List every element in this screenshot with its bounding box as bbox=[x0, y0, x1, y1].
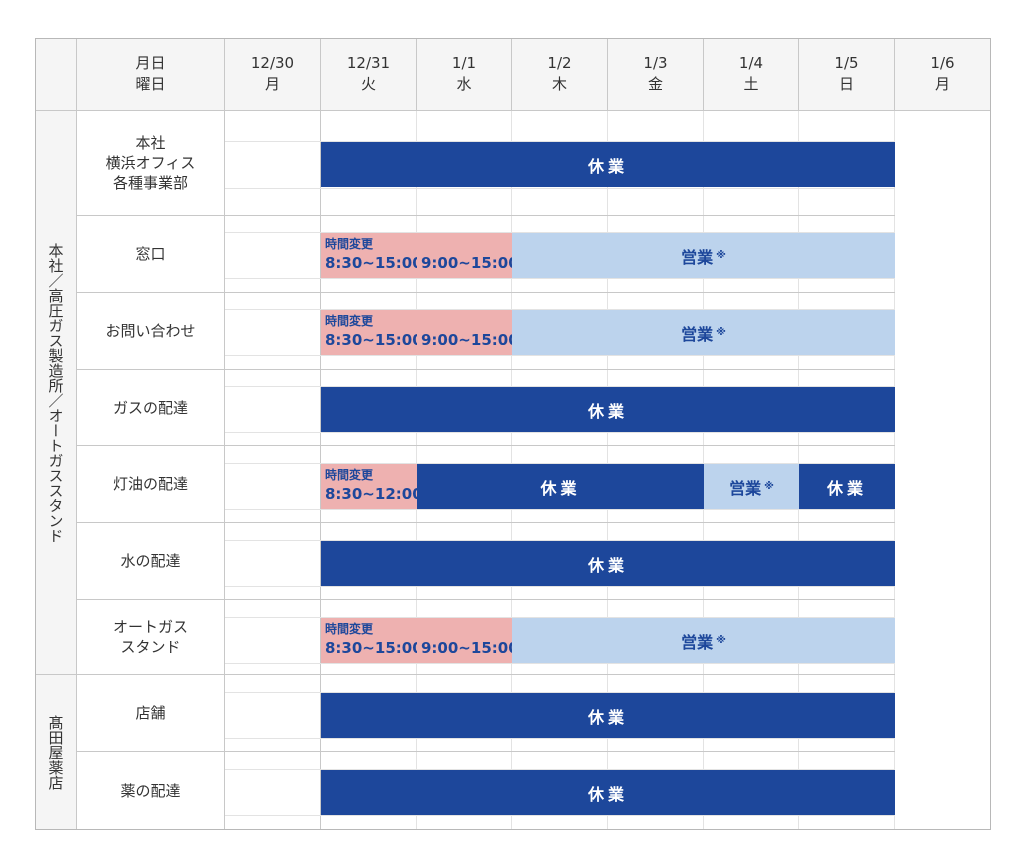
closed-label: 休業 bbox=[587, 156, 628, 176]
day-date: 12/31 bbox=[346, 54, 391, 72]
day-column-0106 bbox=[895, 111, 991, 830]
closed-bar: 休業 bbox=[321, 541, 895, 586]
hours-label: 8:30~15:00 bbox=[325, 639, 423, 657]
group-label-pharmacy: 髙田屋薬店 bbox=[35, 675, 77, 830]
closed-label: 休業 bbox=[587, 401, 628, 421]
closed-label: 休業 bbox=[826, 478, 867, 498]
closed-bar: 休業 bbox=[321, 693, 895, 738]
open-bar: 営業 ※ bbox=[512, 618, 895, 663]
row-label: 窓口 bbox=[77, 216, 225, 293]
day-header: 12/31 火 bbox=[321, 38, 417, 111]
time-change-label: 時間変更 bbox=[325, 468, 374, 482]
day-weekday: 月 bbox=[934, 75, 950, 93]
closed-label: 休業 bbox=[587, 555, 628, 575]
open-label: 営業 bbox=[681, 632, 714, 652]
time-change-bar: 9:00~15:00 bbox=[417, 233, 519, 278]
header-label-cell: 月日 曜日 bbox=[77, 38, 225, 111]
note-mark: ※ bbox=[716, 250, 726, 261]
header-date-label: 月日 bbox=[135, 54, 166, 72]
closed-bar: 休業 bbox=[321, 770, 895, 815]
time-change-label: 時間変更 bbox=[325, 237, 374, 251]
day-date: 1/1 bbox=[451, 54, 477, 72]
row-label: 店舗 bbox=[77, 675, 225, 752]
holiday-schedule-table: 月日 曜日 12/30 月 12/31 火 1/1 水 1/2 木 1/3 金 … bbox=[35, 38, 991, 830]
row-label: オートガス スタンド bbox=[77, 600, 225, 675]
closed-label: 休業 bbox=[587, 707, 628, 727]
day-date: 1/2 bbox=[547, 54, 572, 72]
time-change-label: 時間変更 bbox=[325, 314, 374, 328]
day-weekday: 日 bbox=[838, 75, 854, 93]
day-date: 1/5 bbox=[834, 54, 859, 72]
open-label: 営業 bbox=[729, 478, 762, 498]
time-change-bar: 9:00~15:00 bbox=[417, 618, 519, 663]
day-weekday: 水 bbox=[456, 75, 472, 93]
day-header: 12/30 月 bbox=[225, 38, 321, 111]
closed-bar: 休業 bbox=[799, 464, 895, 509]
time-change-bar: 時間変更 8:30~15:00 bbox=[321, 618, 423, 663]
day-date: 1/6 bbox=[930, 54, 955, 72]
day-weekday: 木 bbox=[551, 75, 567, 93]
day-header: 1/6 月 bbox=[895, 38, 991, 111]
closed-bar: 休業 bbox=[417, 464, 704, 509]
row-label: 本社 横浜オフィス 各種事業部 bbox=[77, 111, 225, 216]
day-date: 12/30 bbox=[250, 54, 295, 72]
closed-bar: 休業 bbox=[321, 387, 895, 432]
hours-label: 8:30~12:00 bbox=[325, 485, 423, 503]
day-date: 1/4 bbox=[738, 54, 764, 72]
hours-label: 8:30~15:00 bbox=[325, 331, 423, 349]
day-date: 1/3 bbox=[643, 54, 668, 72]
day-weekday: 月 bbox=[264, 75, 280, 93]
row-label: お問い合わせ bbox=[77, 293, 225, 370]
header-weekday-label: 曜日 bbox=[135, 75, 166, 93]
row-label: 灯油の配達 bbox=[77, 446, 225, 523]
day-header: 1/2 木 bbox=[512, 38, 608, 111]
day-header: 1/5 日 bbox=[799, 38, 895, 111]
open-bar: 営業 ※ bbox=[512, 233, 895, 278]
closed-label: 休業 bbox=[587, 784, 628, 804]
hours-label: 8:30~15:00 bbox=[325, 254, 423, 272]
open-label: 営業 bbox=[681, 247, 714, 267]
time-change-bar: 時間変更 8:30~12:00 bbox=[321, 464, 423, 509]
open-bar: 営業 ※ bbox=[704, 464, 799, 509]
note-mark: ※ bbox=[764, 481, 774, 492]
day-header: 1/4 土 bbox=[704, 38, 799, 111]
hours-label: 9:00~15:00 bbox=[421, 639, 519, 657]
day-column-1230 bbox=[225, 111, 321, 830]
time-change-label: 時間変更 bbox=[325, 622, 374, 636]
closed-bar: 休業 bbox=[321, 142, 895, 187]
day-header: 1/1 水 bbox=[417, 38, 512, 111]
day-weekday: 金 bbox=[647, 75, 663, 93]
row-label: 薬の配達 bbox=[77, 752, 225, 830]
time-change-bar: 時間変更 8:30~15:00 bbox=[321, 233, 423, 278]
row-label: ガスの配達 bbox=[77, 370, 225, 446]
day-weekday: 火 bbox=[360, 75, 376, 93]
closed-label: 休業 bbox=[540, 478, 581, 498]
time-change-bar: 9:00~15:00 bbox=[417, 310, 519, 355]
group-label-main: 本社／高圧ガス製造所／オートガススタンド bbox=[35, 111, 77, 675]
note-mark: ※ bbox=[716, 327, 726, 338]
row-label: 水の配達 bbox=[77, 523, 225, 600]
note-mark: ※ bbox=[716, 635, 726, 646]
day-weekday: 土 bbox=[743, 75, 759, 93]
open-label: 営業 bbox=[681, 324, 714, 344]
corner-cell bbox=[35, 38, 77, 111]
hours-label: 9:00~15:00 bbox=[421, 331, 519, 349]
hours-label: 9:00~15:00 bbox=[421, 254, 519, 272]
open-bar: 営業 ※ bbox=[512, 310, 895, 355]
time-change-bar: 時間変更 8:30~15:00 bbox=[321, 310, 423, 355]
day-header: 1/3 金 bbox=[608, 38, 704, 111]
